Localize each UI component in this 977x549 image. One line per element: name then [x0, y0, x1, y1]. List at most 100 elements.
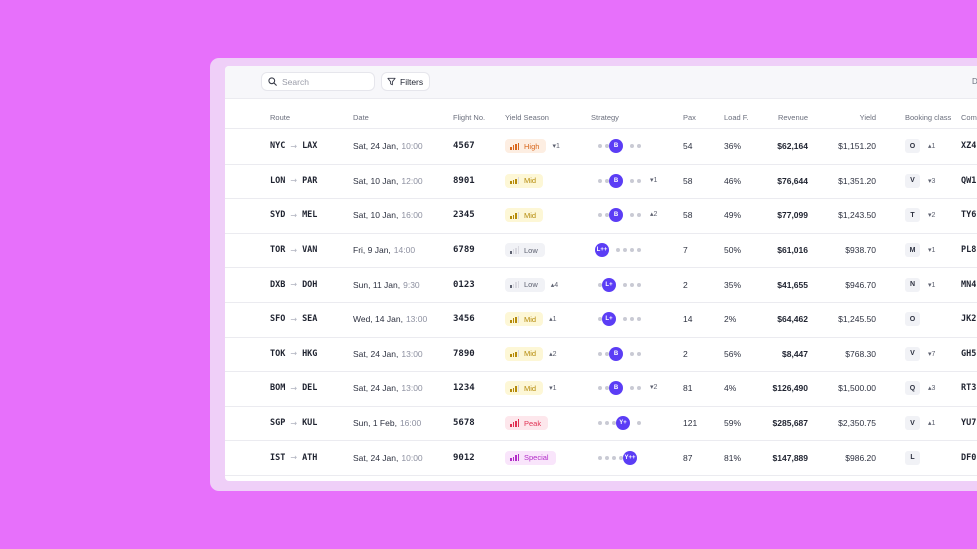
route-origin: DXB [270, 279, 286, 290]
season-pill[interactable]: Mid [505, 173, 544, 188]
booking-class-badge[interactable]: O [905, 139, 920, 154]
season-delta: ▴4 [550, 281, 559, 289]
strategy-dot [605, 455, 609, 460]
comp-code: TY6 [961, 210, 977, 221]
strategy-scale[interactable]: L+ [595, 267, 681, 302]
strategy-dot [605, 421, 609, 426]
strategy-badge[interactable]: Y++ [623, 450, 637, 465]
yield-season: Mid ▴1 [505, 302, 557, 337]
season-delta: ▴2 [549, 350, 557, 358]
strategy-scale[interactable]: Y+ [595, 406, 681, 441]
strategy-scale[interactable]: B ▾1 [595, 164, 681, 199]
strategy-badge[interactable]: B [609, 139, 623, 154]
booking-class: V ▾7 [905, 337, 935, 372]
booking-class-badge[interactable]: L [905, 450, 920, 465]
season-pill[interactable]: Peak [505, 416, 549, 431]
table-row[interactable]: IST → ATH Sat, 24 Jan, 10:00 9012 Special Y++ 87… [225, 440, 977, 476]
booking-class-badge[interactable]: V [905, 346, 920, 361]
strategy-badge[interactable]: B [609, 381, 623, 396]
season-label: Mid [524, 210, 537, 220]
col-comp[interactable]: Com [961, 113, 977, 122]
col-season[interactable]: Yield Season [505, 113, 549, 122]
booking-class-badge[interactable]: V [905, 173, 920, 188]
col-load[interactable]: Load F. [724, 113, 749, 122]
strategy-badge[interactable]: B [609, 208, 623, 223]
table-row[interactable]: SFO → SEA Wed, 14 Jan, 13:00 3456 Mid ▴1 L+ 14 2% $… [225, 302, 977, 338]
col-route[interactable]: Route [270, 113, 291, 122]
booking-class-badge[interactable]: Q [905, 381, 920, 396]
booking-class-badge[interactable]: V [905, 416, 920, 431]
strategy-scale[interactable]: L++ [595, 233, 681, 268]
col-pax[interactable]: Pax [683, 113, 696, 122]
filters-button[interactable]: Filters [381, 72, 431, 91]
route-origin: SFO [270, 314, 286, 325]
booking-class-badge[interactable]: T [905, 208, 920, 223]
strategy-badge[interactable]: L+ [602, 277, 616, 292]
yield: $946.70 [845, 279, 876, 290]
booking-class-badge[interactable]: N [905, 277, 920, 292]
strategy-badge[interactable]: L++ [595, 243, 609, 258]
flight-number: 6789 [453, 245, 475, 256]
route: DXB → DOH [270, 267, 317, 302]
load-factor: 50% [724, 245, 742, 256]
route-destination: ATH [302, 452, 318, 463]
booking-class: M ▾1 [905, 233, 935, 268]
flight-date: Sat, 24 Jan, 13:00 [353, 337, 423, 372]
strategy-dot [598, 213, 602, 218]
col-booking-class[interactable]: Booking class [905, 113, 952, 122]
season-pill[interactable]: Special [505, 450, 556, 465]
strategy-scale[interactable]: B ▴2 [595, 198, 681, 233]
season-pill[interactable]: Mid [505, 381, 544, 396]
booking-class-badge[interactable]: M [905, 243, 920, 258]
signal-bars-icon [510, 384, 519, 392]
strategy-scale[interactable]: L+ [595, 302, 681, 337]
comp-code: RT3 [961, 383, 977, 394]
strategy-dot [598, 282, 602, 287]
season-pill[interactable]: Mid [505, 208, 544, 223]
season-pill[interactable]: Low [505, 277, 545, 292]
strategy-scale[interactable]: B [595, 337, 681, 372]
strategy-badge[interactable]: B [609, 173, 623, 188]
route: NYC → LAX [270, 129, 317, 164]
search-input[interactable]: Search [261, 72, 375, 91]
table-row[interactable]: SGP → KUL Sun, 1 Feb, 16:00 5678 Peak Y+ 121 59% $… [225, 406, 977, 442]
strategy-scale[interactable]: B [595, 129, 681, 164]
booking-class-badge[interactable]: O [905, 312, 920, 327]
strategy-badge[interactable]: B [609, 346, 623, 361]
revenue: $64,462 [777, 314, 808, 325]
strategy-dot [637, 248, 641, 253]
season-pill[interactable]: Low [505, 243, 545, 258]
strategy-scale[interactable]: Y++ [595, 440, 681, 475]
season-pill[interactable]: Mid [505, 346, 544, 361]
arrow-right-icon: → [290, 453, 298, 463]
strategy-delta: ▾2 [650, 384, 658, 392]
season-label: Low [524, 245, 538, 255]
table-row[interactable]: SYD → MEL Sat, 10 Jan, 16:00 2345 Mid B ▴2 58 49% $… [225, 198, 977, 234]
table-row[interactable]: BOM → DEL Sat, 24 Jan, 13:00 1234 Mid ▾1 B ▾2 81 4%… [225, 371, 977, 407]
season-pill[interactable]: High [505, 139, 547, 154]
load-factor: 35% [724, 279, 742, 290]
col-flight[interactable]: Flight No. [453, 113, 486, 122]
date-time: 13:00 [401, 348, 423, 359]
flight-date: Sat, 24 Jan, 10:00 [353, 440, 423, 475]
table-row[interactable]: TOK → HKG Sat, 24 Jan, 13:00 7890 Mid ▴2 B 2 56% $8… [225, 337, 977, 373]
strategy-dot [630, 248, 634, 253]
table-row[interactable]: TOR → VAN Fri, 9 Jan, 14:00 6789 Low L++ 7 50% $61… [225, 233, 977, 269]
season-pill[interactable]: Mid [505, 312, 544, 327]
table-row[interactable]: LON → PAR Sat, 10 Jan, 12:00 8901 Mid B ▾1 58 46% $… [225, 164, 977, 200]
arrow-right-icon: → [290, 280, 298, 290]
col-revenue[interactable]: Revenue [777, 113, 808, 122]
strategy-badge[interactable]: Y+ [616, 416, 630, 431]
route-origin: BOM [270, 383, 286, 394]
date-day: Sat, 24 Jan, [353, 383, 399, 394]
col-date[interactable]: Date [353, 113, 369, 122]
col-yield[interactable]: Yield [859, 113, 876, 122]
col-strategy[interactable]: Strategy [591, 113, 619, 122]
toolbar-right-label[interactable]: D [972, 77, 977, 86]
table-row[interactable]: NYC → LAX Sat, 24 Jan, 10:00 4567 High ▾1 B 54 36%… [225, 129, 977, 165]
strategy-badge[interactable]: L+ [602, 312, 616, 327]
table-row[interactable]: DXB → DOH Sun, 11 Jan, 9:30 0123 Low ▴4 L+ 2 35% $4… [225, 267, 977, 303]
pax: 121 [683, 418, 698, 429]
comp-code: YU7 [961, 418, 977, 429]
strategy-scale[interactable]: B ▾2 [595, 371, 681, 406]
